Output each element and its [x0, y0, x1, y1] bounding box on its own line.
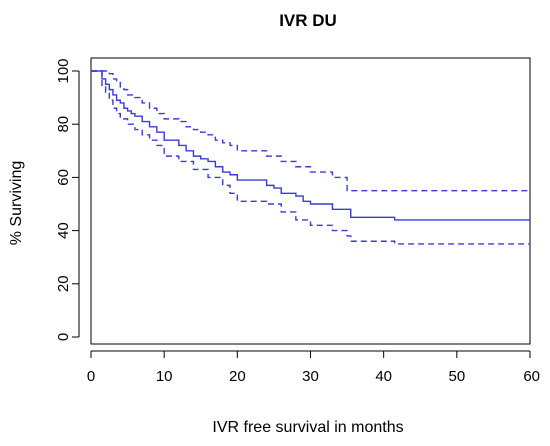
series-layer: [91, 70, 531, 245]
y-tick-label: 0: [55, 333, 72, 341]
y-tick-label: 80: [55, 116, 72, 133]
chart-title: IVR DU: [279, 11, 337, 30]
survival-line: [91, 70, 530, 221]
x-tick-label: 40: [375, 368, 392, 385]
x-tick-label: 60: [523, 368, 540, 385]
x-tick-label: 10: [156, 368, 173, 385]
y-tick-label: 100: [55, 58, 72, 83]
x-tick-label: 20: [229, 368, 246, 385]
y-tick-label: 60: [55, 169, 72, 186]
lower-ci-line: [91, 70, 530, 245]
y-axis: 0 20 40 60 80 100: [55, 58, 80, 341]
x-axis-label: IVR free survival in months: [212, 419, 403, 436]
x-axis: 0 10 20 30 40 50 60: [87, 350, 540, 385]
x-tick-label: 0: [87, 368, 95, 385]
y-axis-label: % Surviving: [8, 161, 25, 245]
upper-ci-line: [91, 70, 531, 194]
plot-frame: [90, 57, 531, 345]
x-tick-label: 50: [448, 368, 465, 385]
y-tick-label: 20: [55, 275, 72, 292]
y-tick-label: 40: [55, 222, 72, 239]
x-tick-label: 30: [302, 368, 319, 385]
